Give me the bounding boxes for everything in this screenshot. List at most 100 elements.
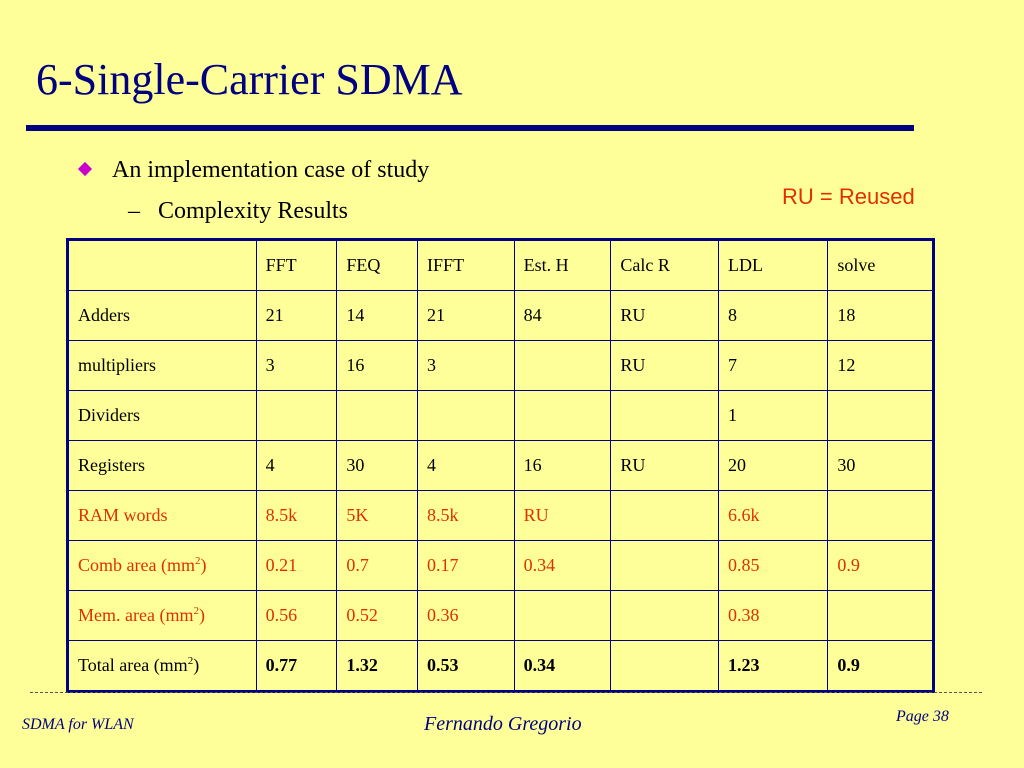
table-cell: 3 [417, 340, 515, 391]
header-cell: solve [827, 239, 934, 291]
table-cell [827, 490, 934, 541]
row-label-text: Mem. area (mm [78, 605, 194, 625]
header-cell: IFFT [417, 239, 515, 291]
table-cell [827, 590, 934, 641]
unit-superscript: 2 [187, 655, 194, 667]
table-cell: 1.32 [336, 640, 419, 692]
table-cell [255, 390, 338, 441]
header-cell: FEQ [336, 239, 419, 291]
row-label-text: Total area (mm [78, 655, 188, 675]
table-cell: 16 [513, 440, 612, 491]
table-cell: 21 [255, 290, 338, 341]
row-label: RAM words [67, 490, 257, 541]
bullet-text: An implementation case of study [112, 157, 430, 183]
table-cell: RU [513, 490, 612, 541]
table-cell [610, 490, 719, 541]
table-cell [610, 390, 719, 441]
title-underline [26, 125, 914, 131]
table-header-row: FFT FEQ IFFT Est. H Calc R LDL solve [67, 239, 934, 291]
row-label: Dividers [67, 390, 257, 441]
table-cell: 8 [717, 290, 829, 341]
table-cell: 8.5k [255, 490, 338, 541]
table-cell: 30 [336, 440, 419, 491]
table-row: Registers 4 30 4 16 RU 20 30 [67, 440, 934, 491]
row-label-end: ) [200, 555, 207, 575]
table-cell: 0.36 [417, 590, 515, 641]
table-cell: 0.53 [417, 640, 515, 692]
table-row: multipliers 3 16 3 RU 7 12 [67, 340, 934, 391]
table-cell: 4 [417, 440, 515, 491]
ru-reused-note: RU = Reused [782, 184, 915, 209]
table-cell: 1 [717, 390, 829, 441]
table-cell: 0.34 [513, 640, 612, 692]
row-label-end: ) [198, 605, 205, 625]
slide-title: 6-Single-Carrier SDMA [36, 55, 463, 104]
table-cell [513, 390, 612, 441]
table-cell [513, 340, 612, 391]
table-cell: 0.38 [717, 590, 829, 641]
table-row: Comb area (mm2) 0.21 0.7 0.17 0.34 0.85 … [67, 540, 934, 591]
table-cell: 0.34 [513, 540, 612, 591]
row-label-text: Comb area (mm [78, 555, 195, 575]
table-row: Adders 21 14 21 84 RU 8 18 [67, 290, 934, 341]
table-cell: 0.77 [255, 640, 338, 692]
footer-page-number: Page 38 [896, 708, 949, 725]
row-label: Registers [67, 440, 257, 491]
table-cell: RU [610, 440, 719, 491]
table-cell: 0.52 [336, 590, 419, 641]
sub-bullet-text: Complexity Results [158, 198, 349, 224]
complexity-table: FFT FEQ IFFT Est. H Calc R LDL solve Add… [66, 238, 935, 693]
table-cell: 0.56 [255, 590, 338, 641]
table-cell: 12 [827, 340, 934, 391]
table-row: Dividers 1 [67, 390, 934, 441]
unit-superscript: 2 [194, 555, 201, 567]
table-cell: 8.5k [417, 490, 515, 541]
table-cell: 3 [255, 340, 338, 391]
row-label-end: ) [193, 655, 200, 675]
table-cell: 6.6k [717, 490, 829, 541]
table-cell: 0.9 [827, 640, 934, 692]
table-cell: 0.17 [417, 540, 515, 591]
footer-divider [30, 692, 982, 693]
table-cell: 30 [827, 440, 934, 491]
table-cell: RU [610, 340, 719, 391]
dash-bullet-icon: – [128, 198, 140, 224]
table-row-total: Total area (mm2) 0.77 1.32 0.53 0.34 1.2… [67, 640, 934, 692]
row-label: multipliers [67, 340, 257, 391]
table-cell: 21 [417, 290, 515, 341]
table-row: RAM words 8.5k 5K 8.5k RU 6.6k [67, 490, 934, 541]
sub-bullet-item: – Complexity Results [128, 197, 348, 225]
table-cell: 0.7 [336, 540, 419, 591]
table-cell: 4 [255, 440, 338, 491]
table-cell: 16 [336, 340, 419, 391]
table-cell [336, 390, 419, 441]
footer-left-text: SDMA for WLAN [22, 716, 134, 733]
row-label: Adders [67, 290, 257, 341]
table-cell: 0.21 [255, 540, 338, 591]
header-cell: Calc R [610, 239, 719, 291]
table-cell: 14 [336, 290, 419, 341]
table-cell [417, 390, 515, 441]
table-row: Mem. area (mm2) 0.56 0.52 0.36 0.38 [67, 590, 934, 641]
table-cell [513, 590, 612, 641]
header-cell: Est. H [513, 239, 612, 291]
table-cell [610, 590, 719, 641]
footer-author: Fernando Gregorio [424, 713, 582, 735]
table-cell: 5K [336, 490, 419, 541]
table-cell: 20 [717, 440, 829, 491]
bullet-item: An implementation case of study [77, 156, 430, 184]
table-cell: 18 [827, 290, 934, 341]
header-cell [67, 239, 257, 291]
table-cell: 84 [513, 290, 612, 341]
table-cell [827, 390, 934, 441]
table-cell: 0.85 [717, 540, 829, 591]
header-cell: LDL [717, 239, 829, 291]
row-label: Mem. area (mm2) [67, 590, 257, 641]
row-label: Total area (mm2) [67, 640, 257, 692]
table-cell: 0.9 [827, 540, 934, 591]
table-cell: RU [610, 290, 719, 341]
diamond-bullet-icon [77, 161, 93, 177]
table-cell: 1.23 [717, 640, 829, 692]
table-cell [610, 540, 719, 591]
unit-superscript: 2 [193, 605, 199, 617]
